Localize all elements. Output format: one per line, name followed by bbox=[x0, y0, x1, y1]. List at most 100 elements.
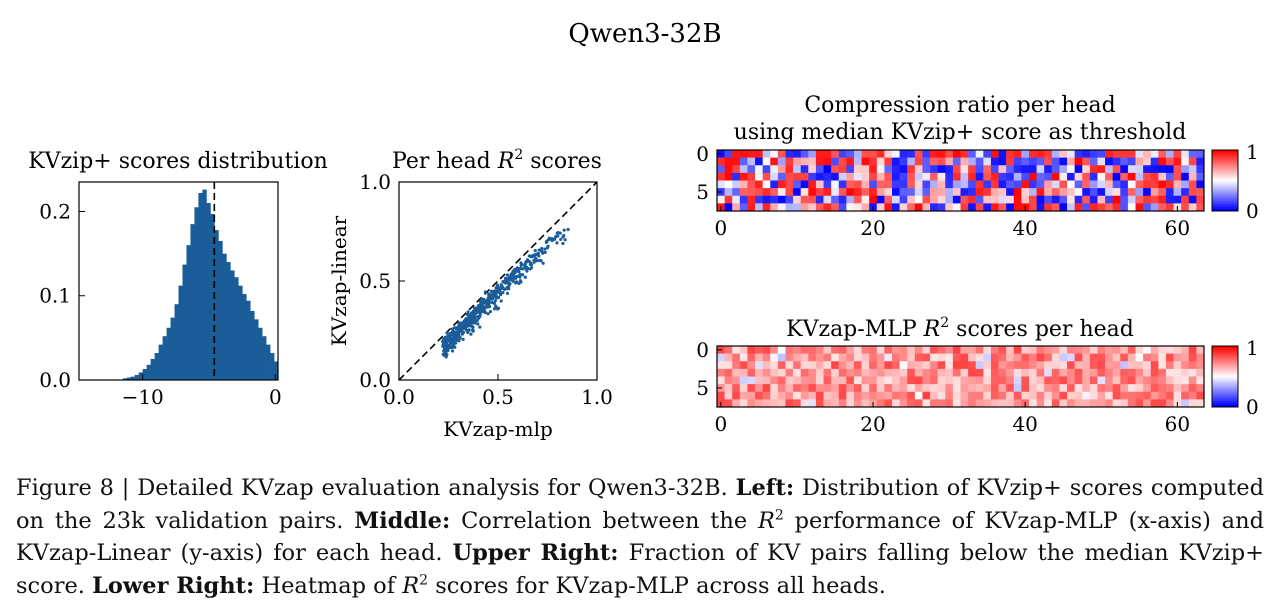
heatmap-r2-cell bbox=[914, 384, 923, 393]
heatmap-compression-cell bbox=[755, 188, 763, 197]
heatmap-r2-cell bbox=[762, 376, 771, 385]
heatmap-compression-cell bbox=[907, 157, 916, 166]
heatmap-compression-cell bbox=[1028, 157, 1037, 166]
heatmap-compression-cell bbox=[937, 203, 946, 212]
scatter-point bbox=[444, 338, 448, 342]
heatmap-r2-cell bbox=[823, 384, 832, 393]
heatmap-compression-cell bbox=[1036, 203, 1045, 212]
heatmap-r2-cell bbox=[1036, 391, 1045, 400]
heatmap-compression-cell bbox=[1051, 172, 1060, 181]
heatmap-compression-cell bbox=[724, 165, 733, 174]
scatter-ticks: 0.0 0.5 1.0 0.0 0.5 1.0 bbox=[359, 170, 613, 409]
heatmap-r2-cell bbox=[968, 353, 977, 362]
heatmap-compression-xtick-label: 0 bbox=[714, 216, 727, 240]
heatmap-compression-cell bbox=[770, 157, 779, 166]
heatmap-compression-ytick-label: 0 bbox=[696, 142, 709, 166]
heatmap-compression-cell bbox=[990, 150, 999, 158]
heatmap-r2-cell bbox=[1165, 399, 1174, 408]
heatmap-compression-cell bbox=[945, 150, 954, 158]
heatmap-compression-cell bbox=[945, 188, 954, 197]
heatmap-r2-cell bbox=[1082, 399, 1091, 408]
scatter-point bbox=[517, 281, 521, 285]
heatmap-r2-cell bbox=[892, 361, 900, 370]
heatmap-compression-cell bbox=[739, 150, 748, 158]
heatmap-r2-cell bbox=[952, 391, 961, 400]
heatmap-compression-cell bbox=[1143, 150, 1152, 158]
heatmap-compression-cell bbox=[1006, 157, 1015, 166]
heatmap-compression-cell bbox=[892, 188, 900, 197]
heatmap-compression-cell bbox=[770, 195, 779, 204]
histogram-bar bbox=[154, 353, 159, 380]
heatmap-compression-cell bbox=[853, 157, 862, 166]
scatter-point bbox=[450, 344, 454, 348]
heatmap-compression-cell bbox=[1173, 150, 1182, 158]
heatmap-r2-cell bbox=[998, 384, 1007, 393]
heatmap-r2-cell bbox=[1082, 376, 1091, 385]
heatmap-r2-cell bbox=[876, 361, 885, 370]
heatmap-compression-cell bbox=[1120, 157, 1129, 166]
heatmap-r2-cell bbox=[937, 384, 946, 393]
heatmap-r2-colorbar-step bbox=[1212, 352, 1238, 355]
heatmap-compression-cell bbox=[990, 157, 999, 166]
scatter-point bbox=[499, 299, 503, 303]
heatmap-r2-cell bbox=[777, 361, 786, 370]
heatmap-r2-cell bbox=[1028, 384, 1037, 393]
heatmap-compression-cell bbox=[755, 195, 763, 204]
heatmap-r2-xtick-label: 20 bbox=[860, 412, 885, 436]
heatmap-compression-cell bbox=[808, 188, 817, 197]
heatmap-compression-cell bbox=[1082, 172, 1091, 181]
heatmap-compression-cell bbox=[960, 180, 969, 189]
heatmap-compression-cell bbox=[869, 180, 878, 189]
heatmap-compression-cell bbox=[884, 180, 893, 189]
heatmap-r2-cell bbox=[1143, 346, 1152, 354]
heatmap-compression-cell bbox=[724, 172, 733, 181]
heatmap-r2-cell bbox=[1082, 346, 1091, 354]
heatmap-r2-cell bbox=[724, 376, 733, 385]
heatmap-compression-cell bbox=[990, 172, 999, 181]
figure: Qwen3-32B KVzip+ scores distribution −10… bbox=[28, 19, 1259, 441]
heatmap-compression-cell bbox=[1006, 203, 1015, 212]
heatmap-compression-cell bbox=[1105, 195, 1113, 204]
scatter-point bbox=[496, 287, 501, 291]
heatmap-r2-cell bbox=[815, 353, 824, 362]
heatmap-compression-cell bbox=[1120, 188, 1129, 197]
heatmap-r2-cell bbox=[892, 368, 900, 377]
heatmap-compression-cell bbox=[1028, 203, 1037, 212]
heatmap-compression-cell bbox=[1173, 157, 1182, 166]
heatmap-r2-cell bbox=[1013, 391, 1022, 400]
heatmap-r2-cell bbox=[777, 399, 786, 408]
heatmap-r2-cell bbox=[1006, 346, 1015, 354]
heatmap-compression-cell bbox=[1013, 165, 1022, 174]
heatmap-compression-cell bbox=[983, 203, 992, 212]
heatmap-r2-cell bbox=[937, 391, 946, 400]
histogram-bar bbox=[226, 262, 231, 380]
heatmap-r2-cell bbox=[1044, 361, 1053, 370]
scatter-point bbox=[475, 318, 479, 323]
heatmap-r2-colorbar-step bbox=[1212, 356, 1238, 359]
heatmap-compression-cell bbox=[1158, 157, 1167, 166]
heatmap-r2-colorbar-step bbox=[1212, 400, 1238, 404]
heatmap-compression-cell bbox=[762, 165, 771, 174]
heatmap-compression-cell bbox=[717, 180, 725, 189]
heatmap-r2-cell bbox=[1074, 368, 1083, 377]
heatmap-r2-cell bbox=[1013, 368, 1022, 377]
heatmap-compression-colorbar: 01 bbox=[1211, 140, 1259, 223]
heatmap-r2-cell bbox=[861, 399, 870, 408]
heatmap-r2-cell bbox=[831, 399, 840, 408]
heatmap-r2-cell bbox=[831, 391, 840, 400]
heatmap-compression-cell bbox=[853, 188, 862, 197]
heatmap-r2-cell bbox=[1165, 391, 1174, 400]
heatmap-compression-cell bbox=[823, 180, 832, 189]
heatmap-compression-cell bbox=[1188, 195, 1197, 204]
heatmap-compression-cell bbox=[846, 157, 855, 166]
heatmap-r2-cell bbox=[1082, 384, 1091, 393]
heatmap-compression-cell bbox=[762, 195, 771, 204]
heatmap-compression-colorbar-label-max: 1 bbox=[1246, 140, 1259, 164]
heatmap-compression-cell bbox=[1196, 165, 1205, 174]
heatmap-r2-cell bbox=[968, 376, 977, 385]
heatmap-compression-cell bbox=[876, 172, 885, 181]
heatmap-r2-cell bbox=[952, 353, 961, 362]
heatmap-r2-cell bbox=[998, 361, 1007, 370]
heatmap-r2-colorbar-step bbox=[1212, 386, 1238, 390]
heatmap-compression-cell bbox=[914, 195, 923, 204]
